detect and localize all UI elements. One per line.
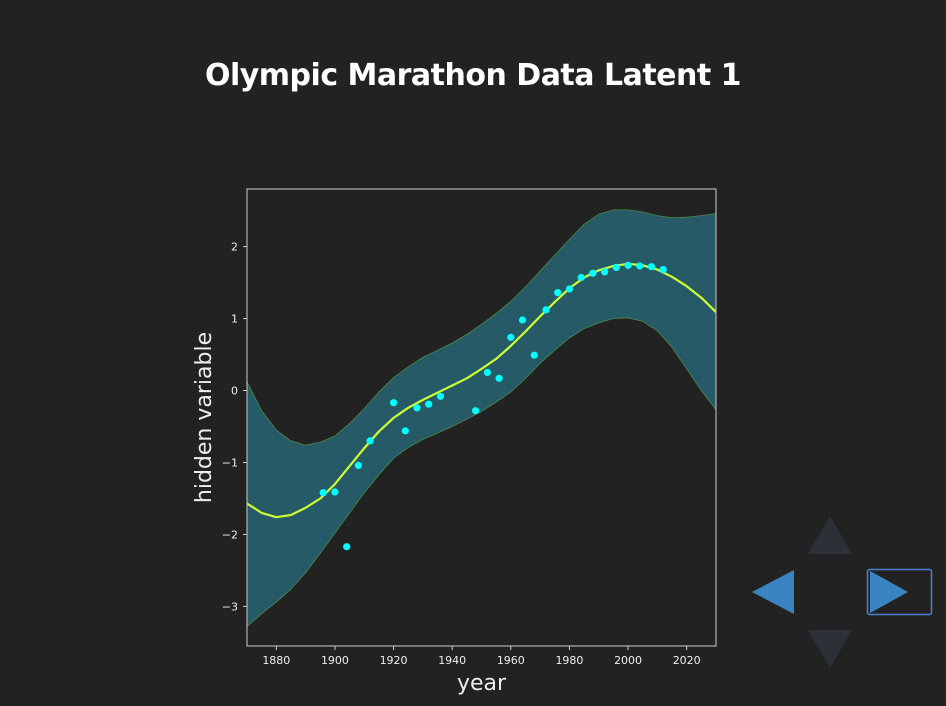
- data-point: [401, 427, 409, 435]
- data-point: [495, 374, 503, 382]
- nav-left-button[interactable]: [750, 568, 796, 616]
- triangle-down-icon: [808, 630, 852, 668]
- data-point: [647, 263, 656, 271]
- x-axis: 1880 1900 1920 1940 1960 1980 2000 2020: [262, 646, 701, 667]
- data-point: [577, 273, 585, 282]
- y-tick-label: 2: [231, 241, 238, 254]
- axes-frame: [246, 188, 717, 647]
- data-point: [343, 543, 351, 551]
- data-point: [554, 289, 562, 297]
- nav-down-button[interactable]: [806, 628, 854, 670]
- x-tick-label: 1900: [321, 654, 349, 667]
- triangle-up-icon: [808, 516, 852, 554]
- data-point: [589, 269, 597, 277]
- focus-ring: [866, 568, 933, 616]
- data-point: [413, 404, 421, 412]
- x-tick-label: 1880: [262, 654, 290, 667]
- data-point: [636, 262, 644, 270]
- y-axis-label: hidden variable: [192, 332, 217, 503]
- triangle-left-icon: [752, 570, 794, 614]
- data-point: [542, 306, 550, 314]
- data-point: [436, 392, 445, 400]
- y-tick-label: 1: [231, 313, 238, 326]
- data-point: [624, 261, 632, 269]
- data-point: [565, 285, 574, 293]
- data-point: [483, 368, 491, 377]
- x-tick-label: 1980: [555, 654, 583, 667]
- slide-title: Olympic Marathon Data Latent 1: [204, 58, 742, 93]
- x-tick-label: 2020: [673, 654, 701, 667]
- data-point: [518, 316, 527, 324]
- data-point: [425, 400, 433, 408]
- y-axis: −3 −2 −1 0 1 2: [222, 241, 247, 613]
- y-tick-label: −3: [222, 600, 238, 613]
- data-point: [612, 263, 620, 271]
- data-point: [390, 399, 398, 407]
- data-point: [472, 407, 480, 415]
- data-point: [366, 437, 374, 445]
- data-point: [659, 266, 667, 274]
- data-point: [507, 333, 515, 341]
- x-tick-label: 1960: [497, 654, 525, 667]
- band-layer: [247, 209, 716, 628]
- y-tick-label: −2: [222, 528, 238, 541]
- nav-up-button[interactable]: [806, 514, 854, 556]
- nav-right-button[interactable]: [866, 568, 934, 616]
- y-tick-label: −1: [222, 456, 238, 469]
- data-point: [331, 488, 339, 496]
- data-point: [601, 268, 609, 276]
- x-axis-label: year: [457, 671, 507, 696]
- x-tick-label: 2000: [614, 654, 642, 667]
- y-tick-label: 0: [231, 385, 238, 398]
- x-tick-label: 1940: [438, 654, 466, 667]
- point-layer: [319, 261, 667, 551]
- confidence-band: [247, 209, 716, 628]
- data-point: [354, 461, 362, 469]
- data-point: [319, 489, 327, 497]
- triangle-right-icon: [870, 571, 908, 613]
- data-point: [530, 351, 538, 359]
- x-tick-label: 1920: [380, 654, 408, 667]
